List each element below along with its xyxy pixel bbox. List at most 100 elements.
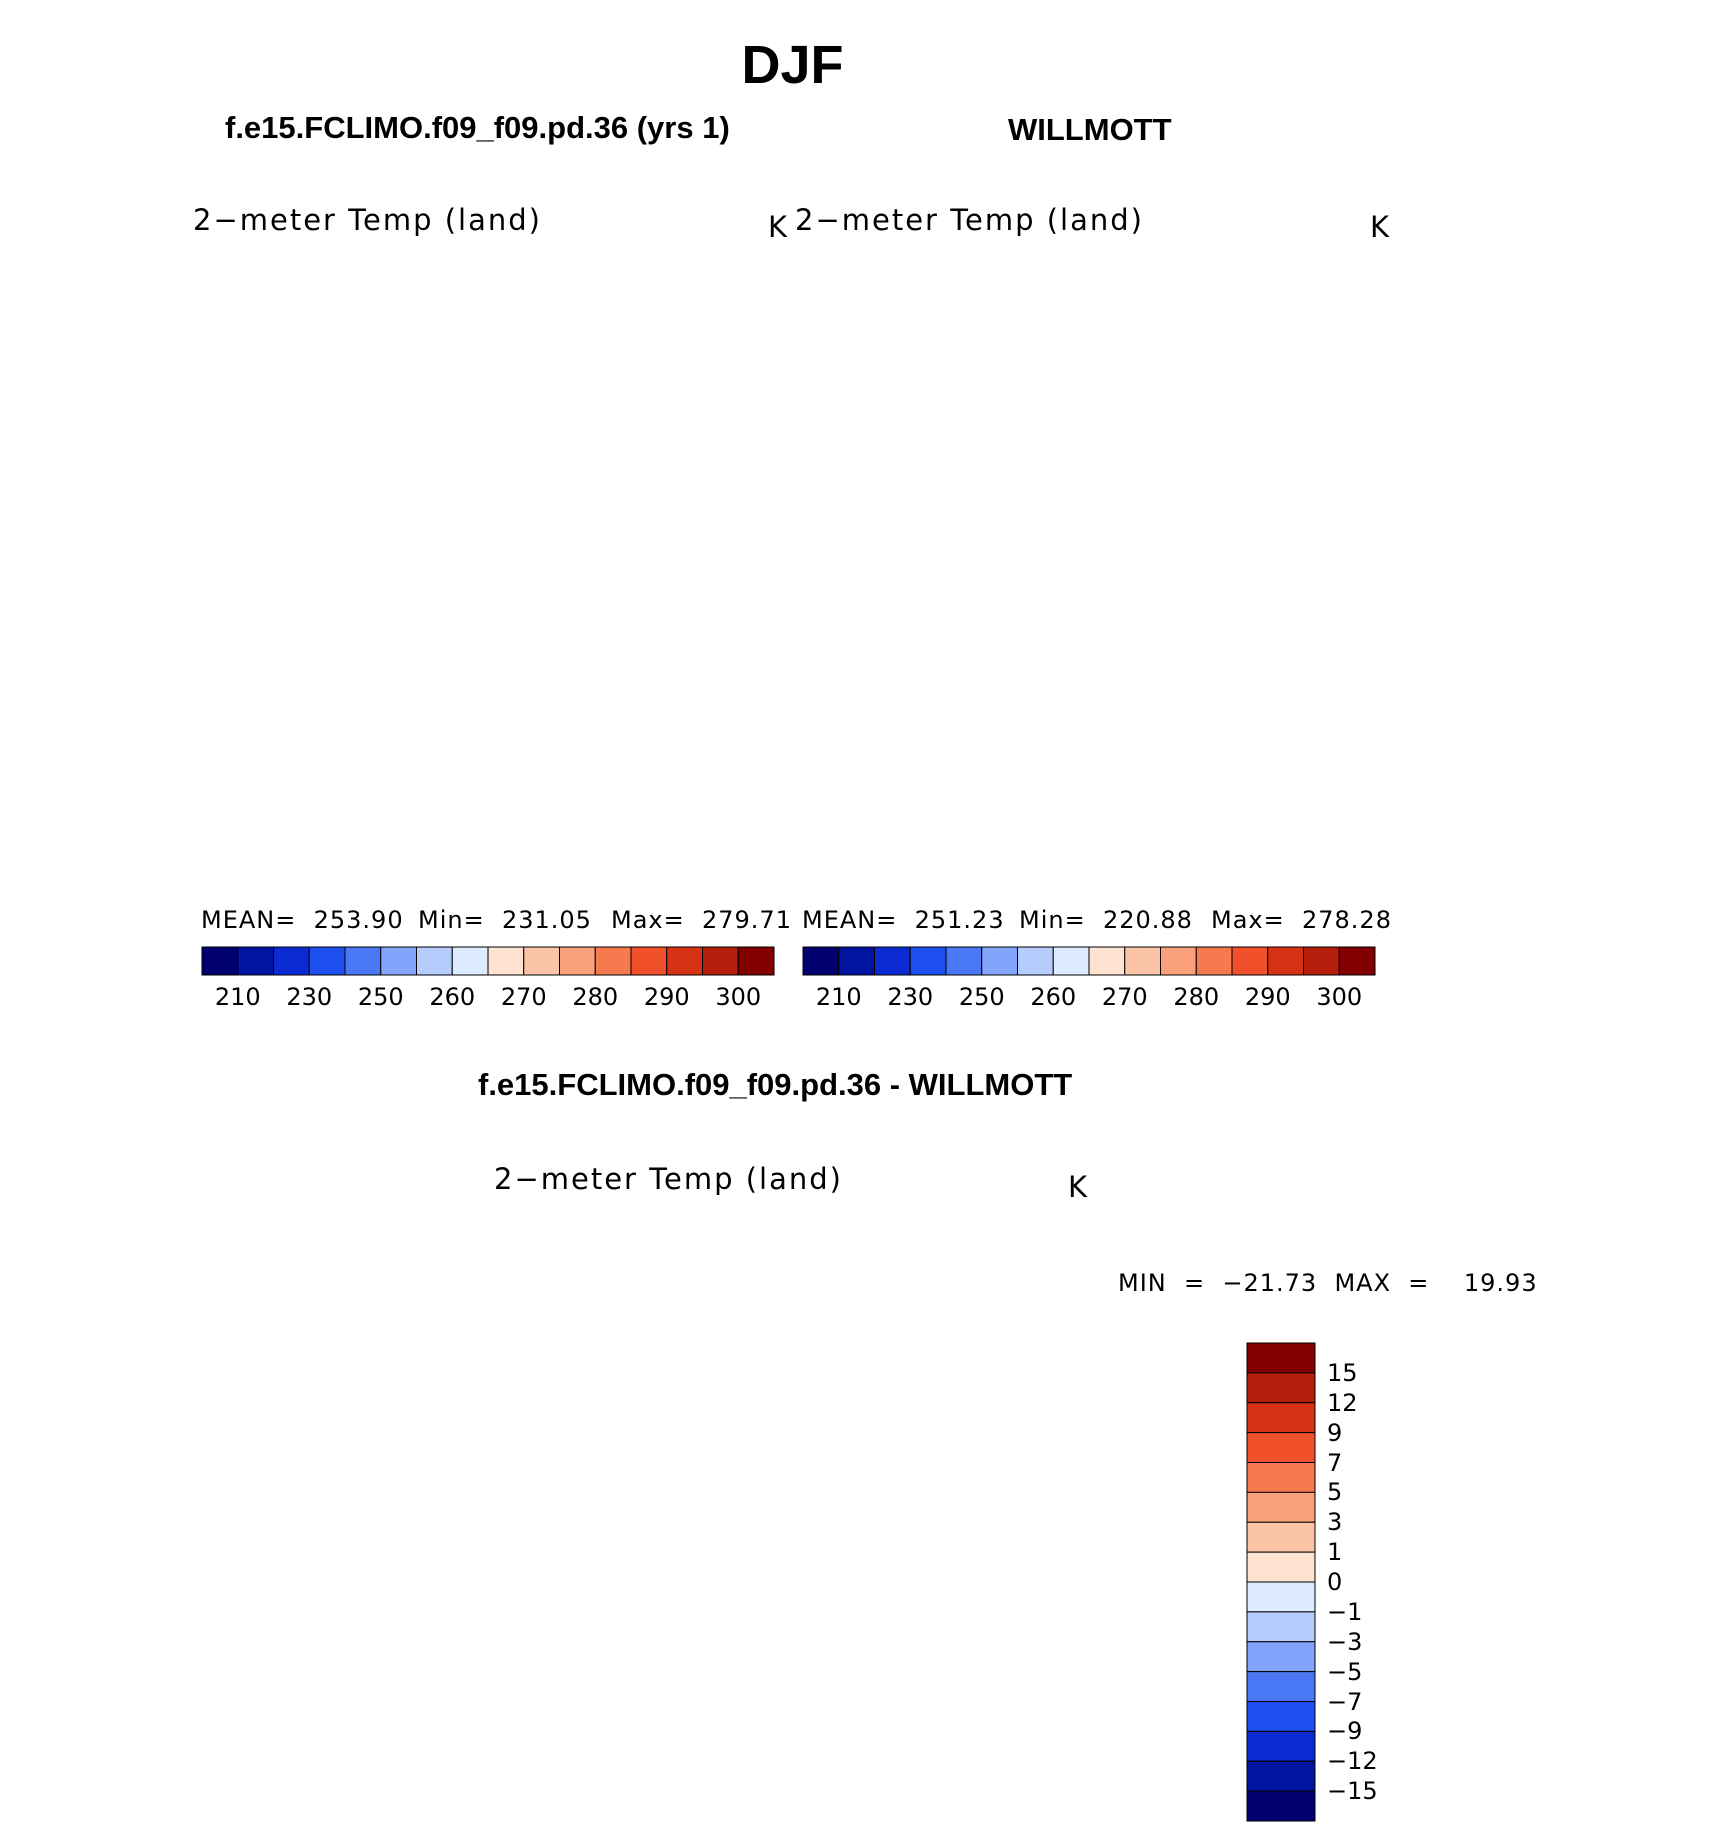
obs-colorbar-cell (1124, 946, 1161, 976)
model-colorbar-cell (201, 946, 239, 976)
model-colorbar (201, 946, 775, 976)
obs-colorbar-cell (1160, 946, 1197, 976)
obs-colorbar-cell (802, 946, 840, 976)
diff-colorbar-cell (1246, 1432, 1316, 1463)
diff-map (496, 1233, 1090, 1827)
diff-land-iceland (660, 1585, 691, 1601)
diff-land-greenland (620, 1545, 763, 1682)
diff-variable-label: 2−meter Temp (land) (494, 1162, 843, 1196)
diff-colorbar-tick-label: −3 (1327, 1627, 1363, 1656)
diff-colorbar-cell (1246, 1790, 1316, 1822)
model-colorbar-cell (273, 946, 310, 976)
diff-land-eurasia (710, 1242, 1090, 1817)
diff-colorbar-cell (1246, 1611, 1316, 1643)
diff-land-uk (675, 1724, 716, 1787)
model-land-canada-interior (255, 429, 418, 550)
model-colorbar-cell (308, 946, 346, 976)
obs-colorbar-cell (1052, 946, 1090, 976)
obs-colorbar-cell (838, 946, 875, 976)
obs-min-stat: Min= 220.88 (1019, 906, 1193, 934)
obs-land-eurasia (1010, 285, 1390, 860)
model-colorbar-tick-label: 230 (286, 983, 333, 1011)
diff-colorbar-tick-label: −15 (1327, 1777, 1378, 1806)
model-colorbar-cell (559, 946, 596, 976)
diff-colorbar-tick-label: 9 (1327, 1418, 1343, 1447)
diff-colorbar-cell (1246, 1342, 1316, 1374)
model-colorbar-tick-label: 260 (429, 983, 476, 1011)
model-colorbar-tick-label: 250 (357, 983, 404, 1011)
obs-colorbar-cell (1303, 946, 1340, 976)
obs-colorbar-cell (874, 946, 911, 976)
diff-colorbar-tick-label: −5 (1327, 1657, 1363, 1686)
model-colorbar-tick-label: 280 (572, 983, 619, 1011)
model-land-europe (682, 846, 692, 860)
obs-colorbar-tick-label: 280 (1173, 983, 1220, 1011)
model-land-alaska-rim (198, 350, 288, 410)
diff-land-greenland-warm (689, 1617, 726, 1641)
model-land-iceland (358, 628, 389, 644)
obs-max-stat: Max= 278.28 (1211, 906, 1392, 934)
diff-colorbar-cell (1246, 1462, 1316, 1493)
diff-colorbar-tick-label: 5 (1327, 1478, 1343, 1507)
model-land-greenland (318, 588, 461, 725)
diff-units-label: K (1068, 1170, 1090, 1204)
obs-land-europe (1127, 708, 1293, 861)
obs-variable-label: 2−meter Temp (land) (795, 203, 1144, 237)
model-colorbar-cell (380, 946, 417, 976)
diff-colorbar-tick-label: 1 (1327, 1538, 1343, 1567)
obs-land-canada-interior (857, 429, 1020, 550)
model-colorbar-cell (666, 946, 703, 976)
obs-colorbar-cell (1017, 946, 1054, 976)
obs-colorbar-tick-label: 250 (958, 983, 1005, 1011)
obs-units-label: K (1370, 210, 1392, 244)
obs-colorbar-tick-label: 270 (1101, 983, 1148, 1011)
model-units-label: K (768, 210, 790, 244)
model-colorbar-tick-label: 210 (214, 983, 261, 1011)
diff-colorbar-tick-label: −9 (1327, 1717, 1363, 1746)
model-colorbar-tick-label: 270 (500, 983, 547, 1011)
model-colorbar-cell (737, 946, 775, 976)
obs-land-north-america (800, 333, 1050, 730)
model-colorbar-cell (523, 946, 560, 976)
diff-land-siberia-core (740, 1287, 995, 1537)
obs-mean-stat: MEAN= 251.23 (802, 906, 1005, 934)
model-map (198, 330, 788, 870)
model-colorbar-cell (487, 946, 525, 976)
diff-colorbar-tick-label: 15 (1327, 1358, 1358, 1387)
obs-panel-header: WILLMOTT (1008, 112, 1172, 147)
obs-colorbar-tick-label: 230 (887, 983, 934, 1011)
obs-colorbar-tick-label: 210 (815, 983, 862, 1011)
diff-land-canada-interior (557, 1386, 720, 1507)
diff-colorbar-cell (1246, 1730, 1316, 1762)
model-colorbar-cell (630, 946, 668, 976)
obs-colorbar-tick-label: 290 (1244, 983, 1291, 1011)
diff-land-europe (827, 1665, 993, 1818)
obs-colorbar-cell (1231, 946, 1269, 976)
diff-colorbar-tick-label: 7 (1327, 1448, 1343, 1477)
model-colorbar-cell (451, 946, 489, 976)
model-colorbar-cell (702, 946, 739, 976)
model-land-siberia-core (438, 330, 693, 580)
diff-colorbar (1246, 1342, 1316, 1822)
model-colorbar-tick-label: 300 (715, 983, 762, 1011)
diff-colorbar-tick-label: −1 (1327, 1597, 1363, 1626)
model-colorbar-cell (594, 946, 632, 976)
figure-title: DJF (741, 35, 844, 95)
obs-map (796, 276, 1390, 870)
diff-land-south-europe (750, 1767, 1030, 1827)
diff-panel-header: f.e15.FCLIMO.f09_f09.pd.36 - WILLMOTT (478, 1067, 1073, 1102)
model-colorbar-tick-label: 290 (643, 983, 690, 1011)
obs-colorbar-cell (1267, 946, 1304, 976)
diff-colorbar-cell (1246, 1551, 1316, 1583)
diff-colorbar-tick-label: −7 (1327, 1687, 1363, 1716)
model-mean-stat: MEAN= 253.90 (201, 906, 404, 934)
obs-land-siberia-core (1040, 330, 1295, 580)
model-land-south-europe (682, 846, 728, 870)
diff-colorbar-cell (1246, 1491, 1316, 1523)
model-panel-header: f.e15.FCLIMO.f09_f09.pd.36 (yrs 1) (225, 110, 730, 145)
diff-colorbar-tick-label: 12 (1327, 1388, 1358, 1417)
model-land-uk (373, 767, 414, 830)
obs-colorbar-tick-label: 260 (1030, 983, 1077, 1011)
diff-colorbar-tick-label: 3 (1327, 1508, 1343, 1537)
